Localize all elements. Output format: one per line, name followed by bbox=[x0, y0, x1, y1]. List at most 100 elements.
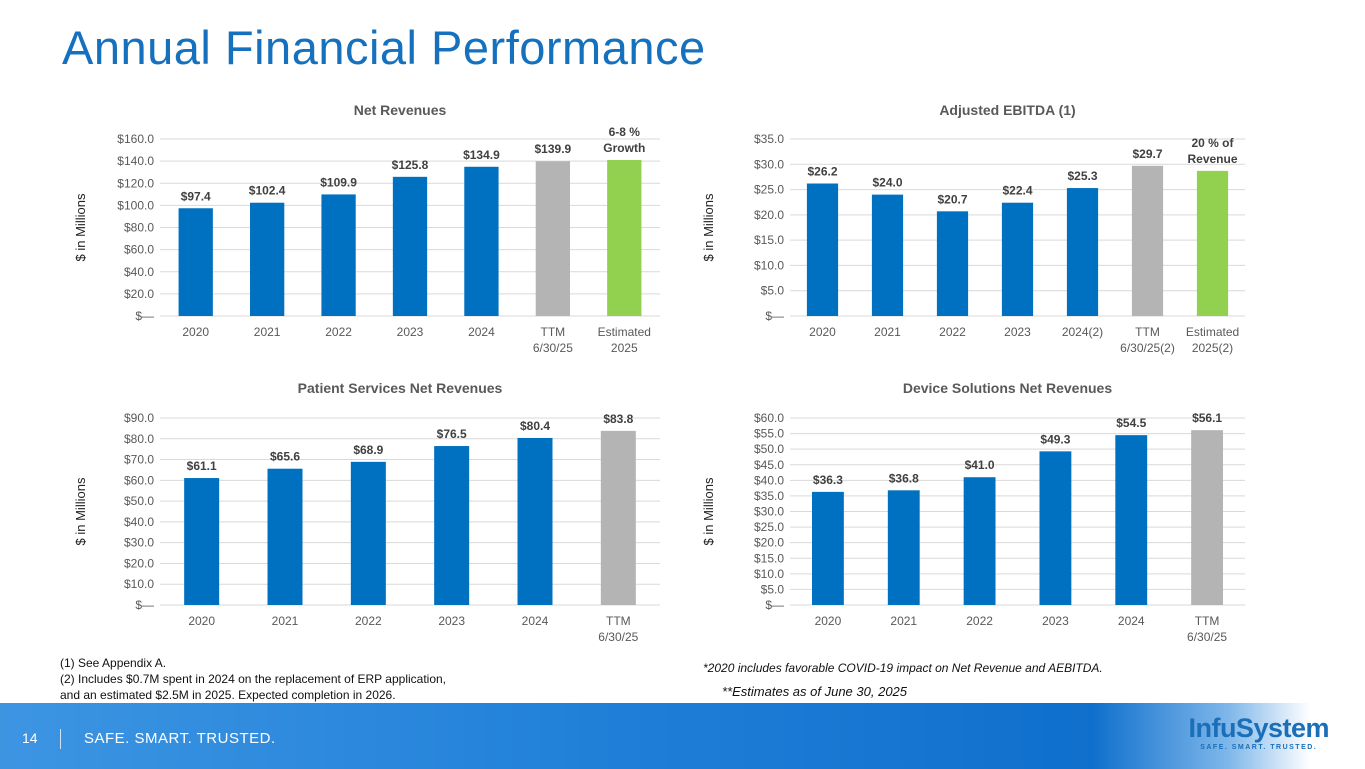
y-tick-label: $40.0 bbox=[754, 473, 784, 487]
data-label: $36.3 bbox=[813, 473, 843, 487]
data-label: $25.3 bbox=[1067, 169, 1097, 183]
y-tick-label: $5.0 bbox=[761, 582, 785, 596]
x-tick-label: 2022 bbox=[939, 325, 966, 339]
data-label: $49.3 bbox=[1040, 432, 1070, 446]
y-tick-label: $— bbox=[135, 598, 154, 612]
y-axis-label: $ in Millions bbox=[701, 193, 716, 261]
data-label: $65.6 bbox=[270, 450, 300, 464]
page-title: Annual Financial Performance bbox=[62, 21, 706, 74]
x-tick-label: TTM 6/30/25 bbox=[598, 614, 638, 644]
footer-bar: 14 SAFE. SMART. TRUSTED. InfuSystem SAFE… bbox=[0, 703, 1365, 769]
data-label: $24.0 bbox=[872, 176, 902, 190]
y-tick-label: $10.0 bbox=[754, 567, 784, 581]
chart-title: Net Revenues bbox=[354, 102, 447, 118]
x-tick-label: 2021 bbox=[272, 614, 299, 628]
estimates-note: **Estimates as of June 30, 2025 bbox=[722, 684, 908, 699]
bar-actual bbox=[178, 208, 213, 316]
y-tick-label: $70.0 bbox=[124, 453, 154, 467]
chart-title: Adjusted EBITDA (1) bbox=[939, 102, 1075, 118]
bar-actual bbox=[936, 211, 969, 316]
y-tick-label: $140.0 bbox=[117, 154, 154, 168]
data-label: $29.7 bbox=[1132, 147, 1162, 161]
x-tick-label: 2021 bbox=[874, 325, 901, 339]
bar-actual bbox=[392, 176, 428, 316]
bar-actual bbox=[1001, 202, 1034, 316]
y-tick-label: $30.0 bbox=[124, 536, 154, 550]
y-tick-label: $20.0 bbox=[754, 208, 784, 222]
x-tick-label: 2020 bbox=[188, 614, 215, 628]
bar-estimate bbox=[1196, 170, 1229, 316]
data-label: $68.9 bbox=[353, 443, 383, 457]
y-tick-label: $30.0 bbox=[754, 157, 784, 171]
bar-estimate bbox=[607, 160, 642, 316]
bar-actual bbox=[350, 461, 386, 605]
y-tick-label: $15.0 bbox=[754, 233, 784, 247]
data-label: $41.0 bbox=[965, 458, 995, 472]
chart-2: Adjusted EBITDA (1) $ in Millions $— $5.0 $1… bbox=[701, 102, 1245, 355]
y-tick-label: $— bbox=[765, 598, 784, 612]
x-tick-label: 2024 bbox=[522, 614, 549, 628]
bar-actual bbox=[267, 468, 303, 605]
logo-tagline: SAFE. SMART. TRUSTED. bbox=[1200, 744, 1318, 751]
x-tick-label: TTM 6/30/25 bbox=[1187, 614, 1227, 644]
data-label: $26.2 bbox=[807, 165, 837, 179]
y-tick-label: $40.0 bbox=[124, 515, 154, 529]
y-tick-label: $60.0 bbox=[754, 411, 784, 425]
infusystem-logo: InfuSystem SAFE. SMART. TRUSTED. bbox=[1188, 713, 1329, 751]
footnote-1: (1) See Appendix A. bbox=[60, 656, 167, 670]
y-tick-label: $20.0 bbox=[124, 556, 154, 570]
bar-ttm bbox=[1191, 430, 1224, 605]
y-tick-label: $45.0 bbox=[754, 458, 784, 472]
bar-actual bbox=[811, 491, 844, 605]
y-tick-label: $25.0 bbox=[754, 520, 784, 534]
y-tick-label: $25.0 bbox=[754, 183, 784, 197]
bar-actual bbox=[184, 478, 220, 605]
x-tick-label: 2022 bbox=[325, 325, 352, 339]
y-axis-label: $ in Millions bbox=[73, 477, 88, 545]
y-tick-label: $35.0 bbox=[754, 132, 784, 146]
y-tick-label: $20.0 bbox=[124, 287, 154, 301]
y-axis-label: $ in Millions bbox=[701, 477, 716, 545]
x-tick-label: 2020 bbox=[809, 325, 836, 339]
data-label: $22.4 bbox=[1002, 184, 1032, 198]
footnotes: (1) See Appendix A. (2) Includes $0.7M s… bbox=[60, 655, 446, 703]
y-tick-label: $80.0 bbox=[124, 432, 154, 446]
bar-actual bbox=[434, 446, 470, 605]
x-tick-label: 2022 bbox=[355, 614, 382, 628]
data-label: $97.4 bbox=[181, 189, 211, 203]
data-label: $76.5 bbox=[437, 427, 467, 441]
bar-actual bbox=[1066, 188, 1099, 316]
page-number: 14 bbox=[22, 730, 38, 746]
x-tick-label: 2023 bbox=[438, 614, 465, 628]
y-tick-label: $15.0 bbox=[754, 551, 784, 565]
y-tick-label: $160.0 bbox=[117, 132, 154, 146]
bar-actual bbox=[321, 194, 356, 316]
x-tick-label: 2021 bbox=[890, 614, 917, 628]
bar-actual bbox=[806, 183, 839, 316]
y-tick-label: $40.0 bbox=[124, 265, 154, 279]
x-tick-label: 2021 bbox=[254, 325, 281, 339]
chart-4: Device Solutions Net Revenues $ in Millio… bbox=[701, 380, 1245, 644]
bar-ttm bbox=[1131, 165, 1164, 316]
data-label: $56.1 bbox=[1192, 411, 1222, 425]
y-tick-label: $5.0 bbox=[761, 284, 785, 298]
chart-1: Net Revenues $ in Millions $— $20.0 $40.0 $60… bbox=[73, 102, 660, 355]
bar-actual bbox=[1039, 451, 1072, 605]
covid-note: *2020 includes favorable COVID-19 impact… bbox=[703, 661, 1103, 675]
data-label: $83.8 bbox=[603, 412, 633, 426]
data-label: $109.9 bbox=[320, 175, 357, 189]
y-tick-label: $55.0 bbox=[754, 427, 784, 441]
y-tick-label: $10.0 bbox=[124, 577, 154, 591]
data-label: $125.8 bbox=[392, 158, 429, 172]
bar-ttm bbox=[535, 161, 570, 316]
y-tick-label: $50.0 bbox=[754, 442, 784, 456]
bar-annotation: 6-8 % Growth bbox=[603, 125, 645, 155]
x-tick-label: 2020 bbox=[182, 325, 209, 339]
footnote-2a: (2) Includes $0.7M spent in 2024 on the … bbox=[60, 672, 447, 686]
data-label: $102.4 bbox=[249, 184, 286, 198]
bar-ttm bbox=[600, 430, 636, 605]
y-tick-label: $60.0 bbox=[124, 473, 154, 487]
x-tick-label: 2023 bbox=[397, 325, 424, 339]
data-label: $36.8 bbox=[889, 471, 919, 485]
